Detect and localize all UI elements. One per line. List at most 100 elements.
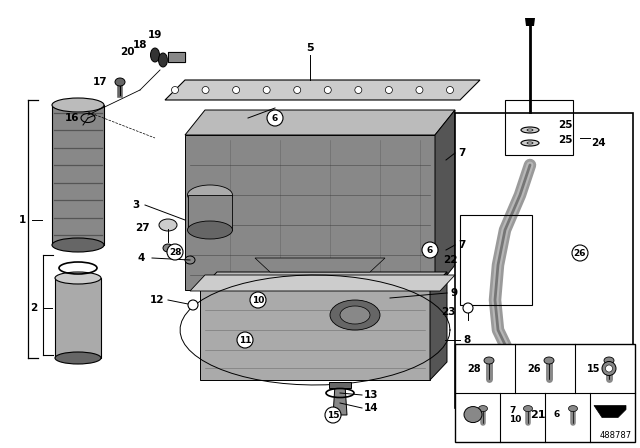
Ellipse shape: [605, 365, 612, 372]
Circle shape: [237, 332, 253, 348]
Ellipse shape: [159, 53, 168, 67]
Text: 7: 7: [458, 240, 466, 250]
Ellipse shape: [527, 129, 533, 131]
Bar: [55, 278, 101, 358]
Ellipse shape: [81, 113, 95, 122]
Circle shape: [422, 242, 438, 258]
Polygon shape: [200, 272, 447, 290]
Circle shape: [324, 86, 332, 94]
Text: 28: 28: [169, 247, 181, 257]
Text: 20: 20: [120, 47, 134, 57]
Ellipse shape: [188, 185, 232, 205]
Text: 19: 19: [148, 30, 162, 40]
Polygon shape: [255, 258, 385, 272]
Text: 1: 1: [19, 215, 26, 225]
Text: 26: 26: [527, 363, 541, 374]
Bar: [455, 344, 635, 442]
Circle shape: [202, 86, 209, 94]
Circle shape: [385, 86, 392, 94]
Text: 3: 3: [132, 200, 140, 210]
Circle shape: [263, 86, 270, 94]
Ellipse shape: [330, 300, 380, 330]
Circle shape: [267, 110, 283, 126]
Bar: [329, 382, 351, 388]
Ellipse shape: [185, 256, 195, 264]
Ellipse shape: [115, 78, 125, 86]
Ellipse shape: [52, 238, 104, 252]
Text: 7
10: 7 10: [509, 405, 522, 423]
Ellipse shape: [479, 405, 488, 412]
Circle shape: [167, 244, 183, 260]
Text: 27: 27: [134, 223, 149, 233]
Text: 6: 6: [272, 113, 278, 122]
Text: 24: 24: [591, 138, 605, 148]
Text: 15: 15: [327, 410, 339, 419]
Ellipse shape: [188, 221, 232, 239]
Circle shape: [463, 303, 473, 313]
Ellipse shape: [52, 98, 104, 112]
Circle shape: [355, 86, 362, 94]
Text: 23: 23: [441, 307, 455, 317]
Polygon shape: [430, 272, 447, 380]
Ellipse shape: [484, 357, 494, 364]
Text: 28: 28: [467, 363, 481, 374]
Ellipse shape: [602, 362, 616, 375]
Polygon shape: [435, 110, 455, 290]
Circle shape: [232, 86, 239, 94]
Ellipse shape: [604, 357, 614, 364]
Text: 26: 26: [573, 249, 586, 258]
Ellipse shape: [150, 48, 159, 62]
Text: 488787: 488787: [600, 431, 632, 440]
Polygon shape: [185, 110, 455, 135]
Text: 7: 7: [458, 148, 466, 158]
Bar: [188, 195, 232, 230]
Polygon shape: [200, 290, 430, 380]
Ellipse shape: [568, 405, 577, 412]
Ellipse shape: [524, 405, 532, 412]
Text: 8: 8: [463, 335, 470, 345]
Circle shape: [294, 86, 301, 94]
Ellipse shape: [521, 140, 539, 146]
Bar: [460, 215, 532, 305]
Circle shape: [447, 86, 454, 94]
Text: 22: 22: [443, 255, 457, 265]
Ellipse shape: [527, 142, 533, 144]
Text: 25: 25: [557, 135, 572, 145]
Ellipse shape: [521, 127, 539, 133]
Text: 11: 11: [464, 410, 477, 419]
Circle shape: [170, 248, 180, 258]
Circle shape: [325, 407, 341, 423]
Text: 25: 25: [557, 120, 572, 130]
Text: 14: 14: [364, 403, 378, 413]
Polygon shape: [333, 385, 347, 415]
Text: 18: 18: [132, 40, 147, 50]
Text: 11: 11: [239, 336, 252, 345]
Text: 16: 16: [65, 113, 79, 123]
Circle shape: [416, 86, 423, 94]
Ellipse shape: [159, 219, 177, 231]
Text: 17: 17: [93, 77, 108, 87]
Circle shape: [172, 86, 179, 94]
Text: 13: 13: [364, 390, 378, 400]
Text: 21: 21: [531, 410, 546, 420]
Ellipse shape: [55, 352, 101, 364]
Bar: [455, 113, 633, 408]
Ellipse shape: [464, 407, 482, 422]
Ellipse shape: [544, 357, 554, 364]
Polygon shape: [165, 80, 480, 100]
Text: 15: 15: [587, 363, 600, 374]
Text: 9: 9: [451, 288, 458, 298]
Ellipse shape: [55, 272, 101, 284]
Polygon shape: [185, 135, 435, 290]
Polygon shape: [190, 275, 455, 291]
Polygon shape: [594, 405, 626, 418]
Polygon shape: [168, 52, 185, 62]
Polygon shape: [525, 18, 535, 26]
Text: 12: 12: [150, 295, 164, 305]
Bar: [505, 100, 573, 155]
Circle shape: [250, 292, 266, 308]
Text: 5: 5: [306, 43, 314, 53]
Ellipse shape: [340, 306, 370, 324]
Text: 2: 2: [30, 303, 38, 313]
Text: 4: 4: [138, 253, 145, 263]
